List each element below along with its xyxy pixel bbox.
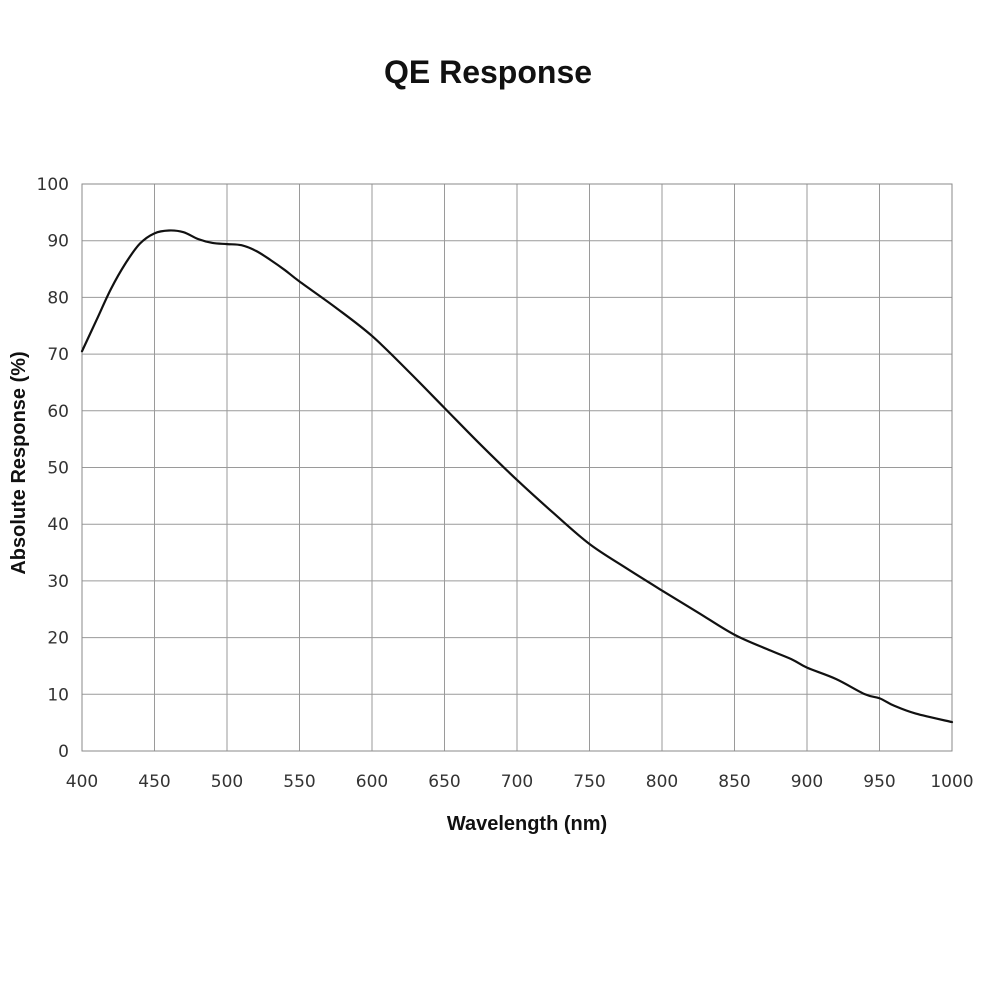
y-tick-label: 70 bbox=[47, 345, 69, 365]
y-tick-label: 20 bbox=[47, 629, 69, 649]
y-tick-label: 30 bbox=[47, 572, 69, 592]
x-tick-label: 500 bbox=[211, 772, 243, 792]
grid bbox=[81, 183, 953, 752]
y-tick-label: 0 bbox=[58, 742, 69, 762]
qe-curve bbox=[80, 229, 954, 724]
y-axis-label: Absolute Response (%) bbox=[8, 351, 30, 574]
y-tick-label: 80 bbox=[47, 288, 69, 308]
y-tick-label: 10 bbox=[47, 685, 69, 705]
x-tick-label: 1000 bbox=[930, 772, 973, 792]
x-tick-label: 550 bbox=[283, 772, 315, 792]
x-axis-label: Wavelength (nm) bbox=[447, 813, 607, 835]
x-tick-label: 850 bbox=[718, 772, 750, 792]
x-axis-ticks: 400 450 500 550 600 650 700 750 800 850 900 950 1000 bbox=[66, 772, 974, 792]
y-tick-label: 50 bbox=[47, 459, 69, 479]
x-tick-label: 800 bbox=[646, 772, 678, 792]
y-axis-ticks: 0 10 20 30 40 50 60 70 80 90 100 bbox=[37, 175, 69, 762]
y-tick-label: 100 bbox=[37, 175, 69, 195]
y-tick-label: 90 bbox=[47, 232, 69, 252]
y-tick-label: 60 bbox=[47, 402, 69, 422]
x-tick-label: 400 bbox=[66, 772, 98, 792]
x-tick-label: 750 bbox=[573, 772, 605, 792]
x-tick-label: 450 bbox=[138, 772, 170, 792]
plot-frame bbox=[81, 183, 953, 752]
x-tick-label: 700 bbox=[501, 772, 533, 792]
x-tick-label: 950 bbox=[863, 772, 895, 792]
x-tick-label: 650 bbox=[428, 772, 460, 792]
y-tick-label: 40 bbox=[47, 515, 69, 535]
x-tick-label: 600 bbox=[356, 772, 388, 792]
chart-title: QE Response bbox=[384, 54, 592, 90]
x-tick-label: 900 bbox=[791, 772, 823, 792]
